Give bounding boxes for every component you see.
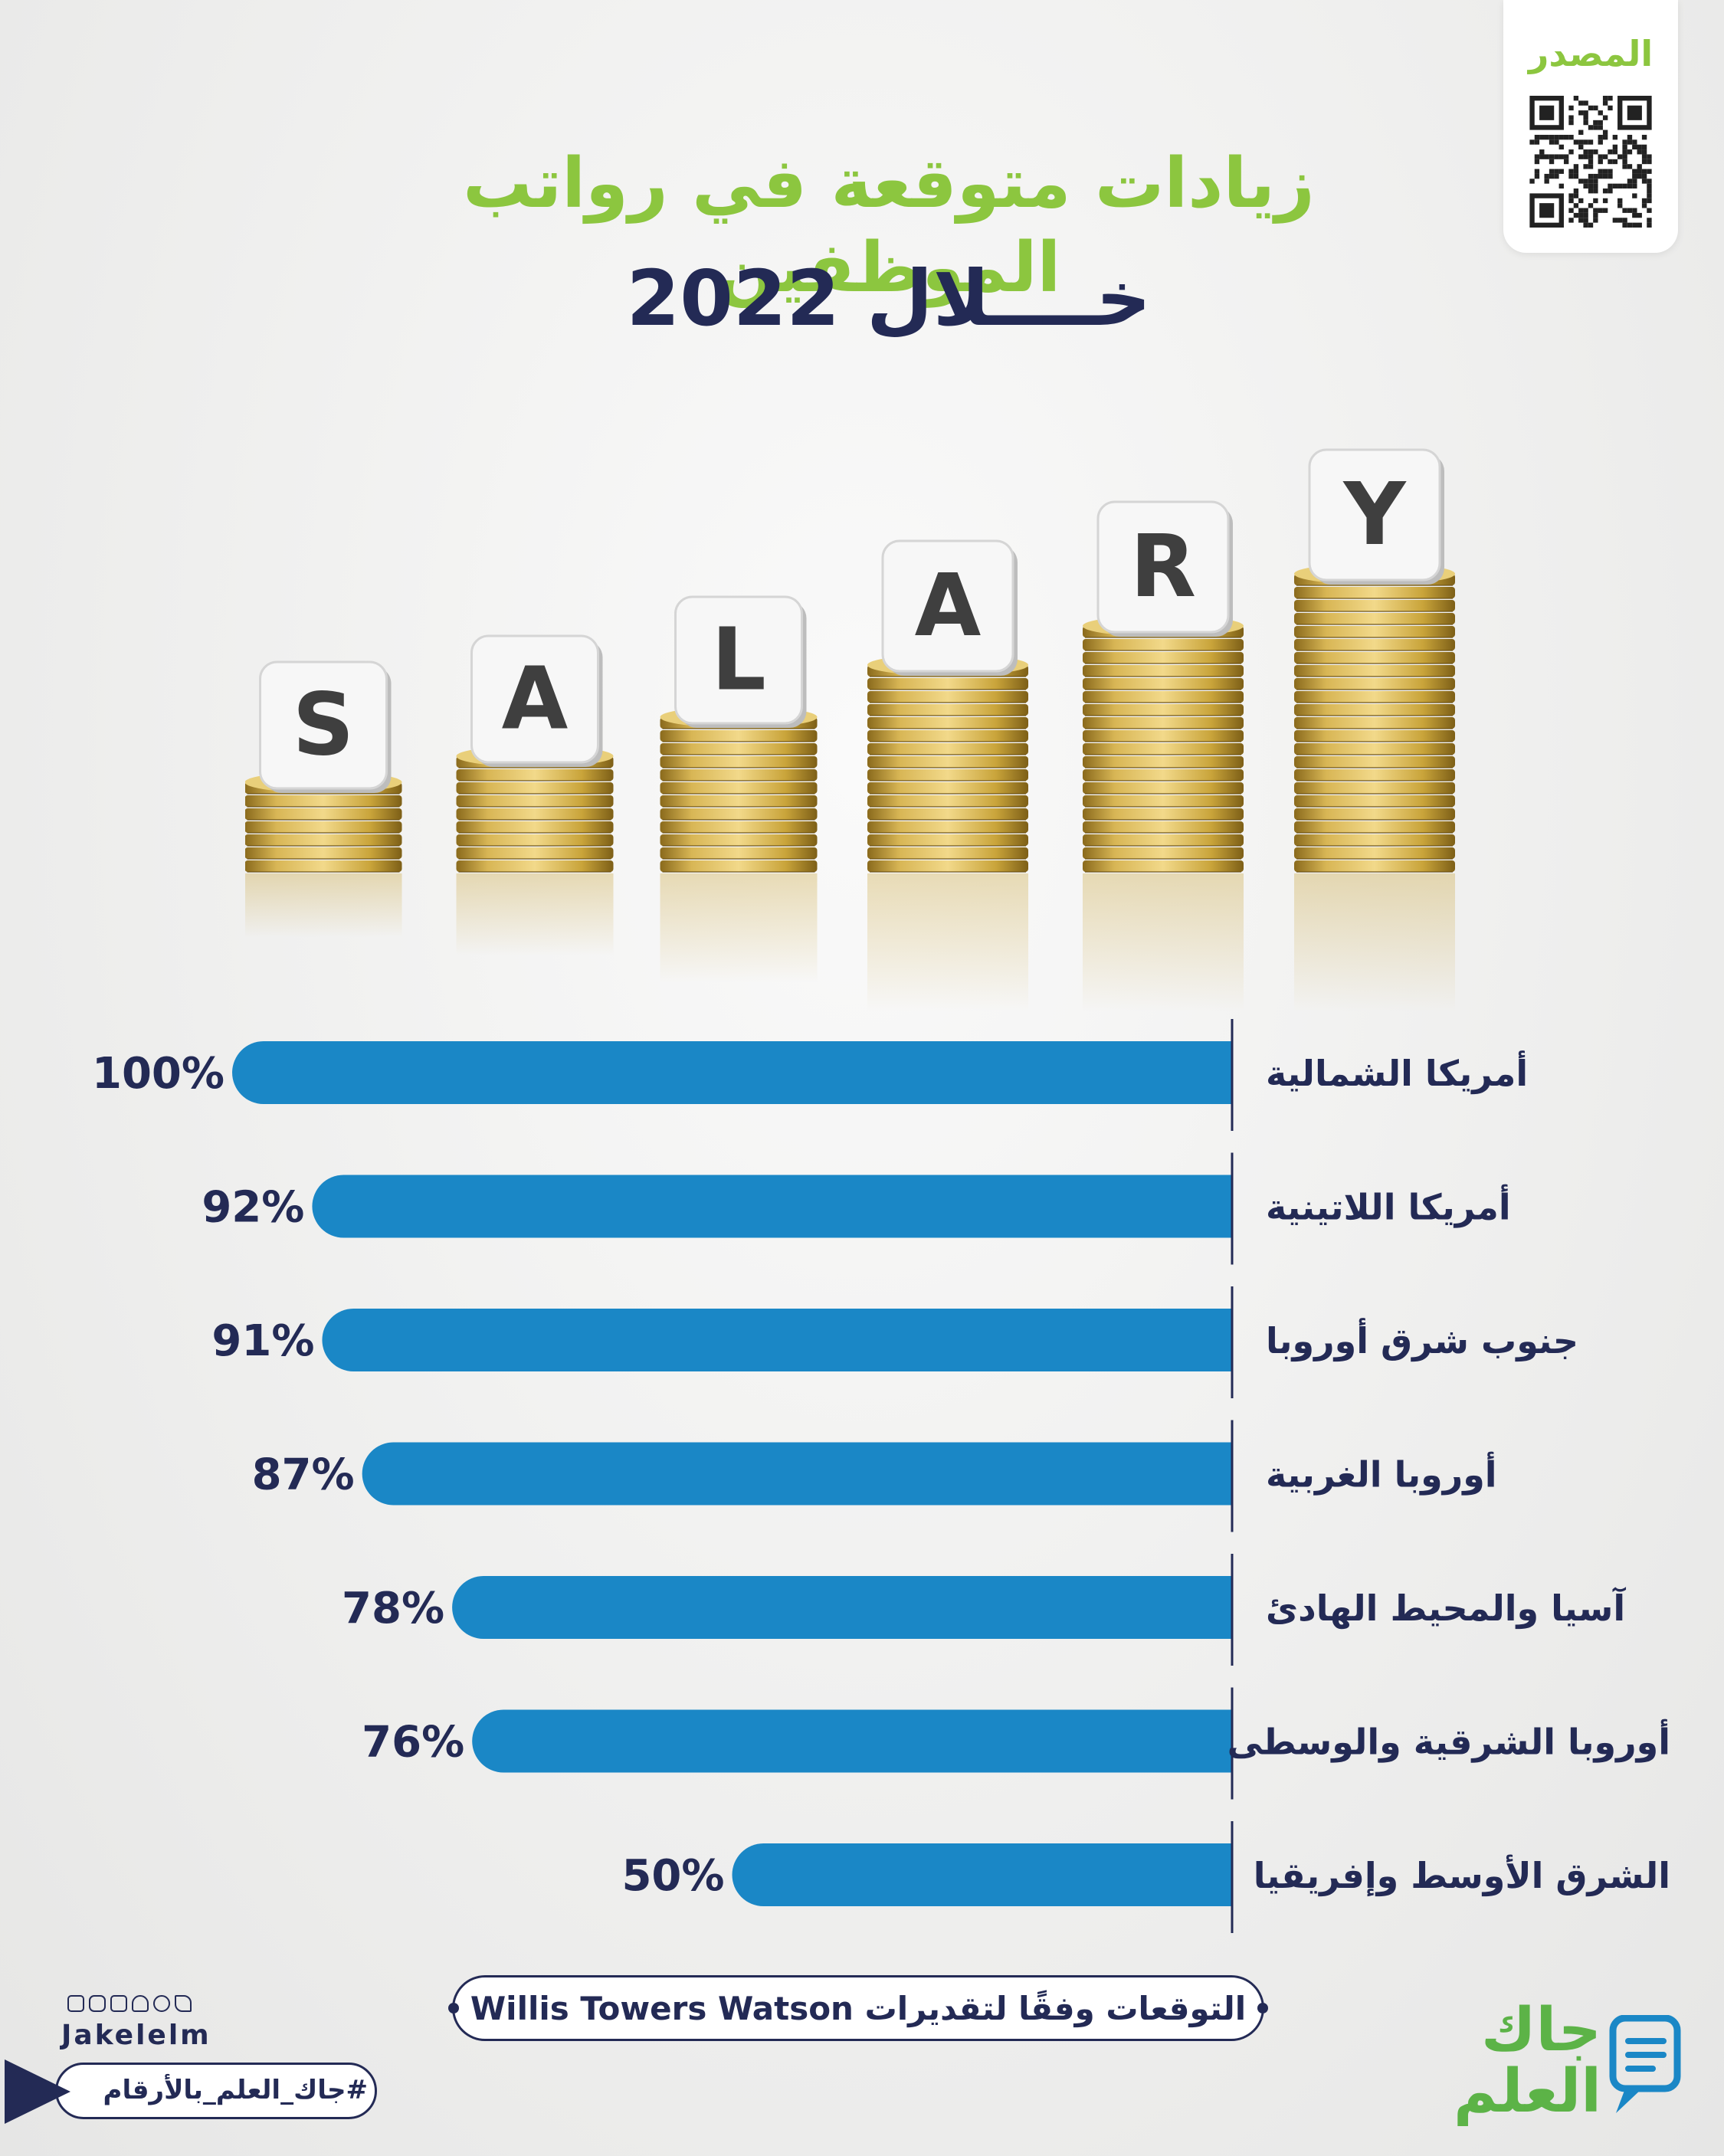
source-note-pill: التوقعات وفقًا لتقديرات Willis Towers Wa… <box>448 1975 1268 2041</box>
play-icon <box>5 2059 70 2124</box>
die-letter: R <box>1130 517 1196 617</box>
letter-die: R <box>1096 500 1233 637</box>
facebook-icon[interactable] <box>67 1995 84 2012</box>
die-letter: S <box>293 676 355 775</box>
category-label: أوروبا الغربية <box>1266 1452 1497 1496</box>
value-label: 78% <box>342 1584 444 1633</box>
value-label: 100% <box>92 1049 225 1099</box>
value-label: 76% <box>362 1718 464 1768</box>
snapchat-icon[interactable] <box>132 1995 149 2012</box>
bar <box>322 1309 1233 1371</box>
source-card: المصدر <box>1503 0 1678 253</box>
source-label: المصدر <box>1528 33 1654 74</box>
title-line1: زيادات متوقعة في رواتب الموظفين <box>463 143 1315 308</box>
die-letter: L <box>711 611 765 710</box>
bar <box>452 1576 1232 1639</box>
die-letter: A <box>915 556 982 656</box>
category-label: آسيا والمحيط الهادئ <box>1266 1587 1626 1629</box>
die-letter: A <box>502 650 569 749</box>
brand-handle[interactable]: Jakelelm <box>61 2020 211 2051</box>
coin-stack <box>660 706 818 983</box>
instagram-icon[interactable] <box>89 1995 106 2012</box>
coin-stack <box>456 745 614 956</box>
twitter-icon[interactable] <box>153 1995 170 2012</box>
bar <box>312 1175 1233 1238</box>
letter-die: A <box>881 539 1018 676</box>
pill-dot-left <box>448 2003 459 2013</box>
qr-code[interactable] <box>1529 96 1652 228</box>
pill-dot-right <box>1257 2003 1268 2013</box>
telegram-icon[interactable] <box>175 1995 192 2012</box>
bar <box>472 1709 1232 1773</box>
category-label: أوروبا الشرقية والوسطى <box>1227 1719 1670 1763</box>
bar <box>732 1843 1232 1906</box>
letter-die: L <box>674 595 807 728</box>
category-label: الشرق الأوسط وإفريقيا <box>1254 1854 1670 1897</box>
brand-logo-text: جاك العلم <box>1453 1996 1601 2126</box>
chat-bubble-logo-icon <box>1609 2015 1681 2113</box>
category-label: أمريكا اللاتينية <box>1266 1184 1511 1228</box>
value-label: 87% <box>252 1450 355 1500</box>
letter-die: Y <box>1308 448 1444 585</box>
source-note-text: التوقعات وفقًا لتقديرات Willis Towers Wa… <box>470 1989 1247 2027</box>
coin-stack <box>245 772 402 938</box>
letter-die: A <box>470 634 603 767</box>
linkedin-icon[interactable] <box>110 1995 127 2012</box>
category-label: جنوب شرق أوروبا <box>1266 1318 1578 1361</box>
coin-stack <box>1294 563 1455 1011</box>
hashtag-text[interactable]: #جاك_العلم_بالأرقام <box>103 2075 368 2105</box>
salary-coin-illustration: S A L A R Y <box>245 448 1455 1011</box>
value-label: 50% <box>621 1851 724 1901</box>
bar-chart: أمريكا الشمالية 100% أمريكا اللاتينية 92% جن… <box>92 1019 1670 1933</box>
coin-stack <box>867 654 1028 1011</box>
die-letter: Y <box>1342 465 1407 565</box>
bar <box>362 1442 1232 1506</box>
value-label: 91% <box>211 1316 314 1366</box>
coin-stack <box>1083 615 1244 1011</box>
title-line2: خــــلال 2022 <box>626 254 1152 343</box>
letter-die: S <box>259 660 392 793</box>
hashtag-pill[interactable] <box>55 2063 377 2119</box>
social-icons <box>67 1995 192 2015</box>
bar <box>232 1041 1232 1104</box>
value-label: 92% <box>202 1183 304 1233</box>
category-label: أمريكا الشمالية <box>1266 1050 1528 1094</box>
